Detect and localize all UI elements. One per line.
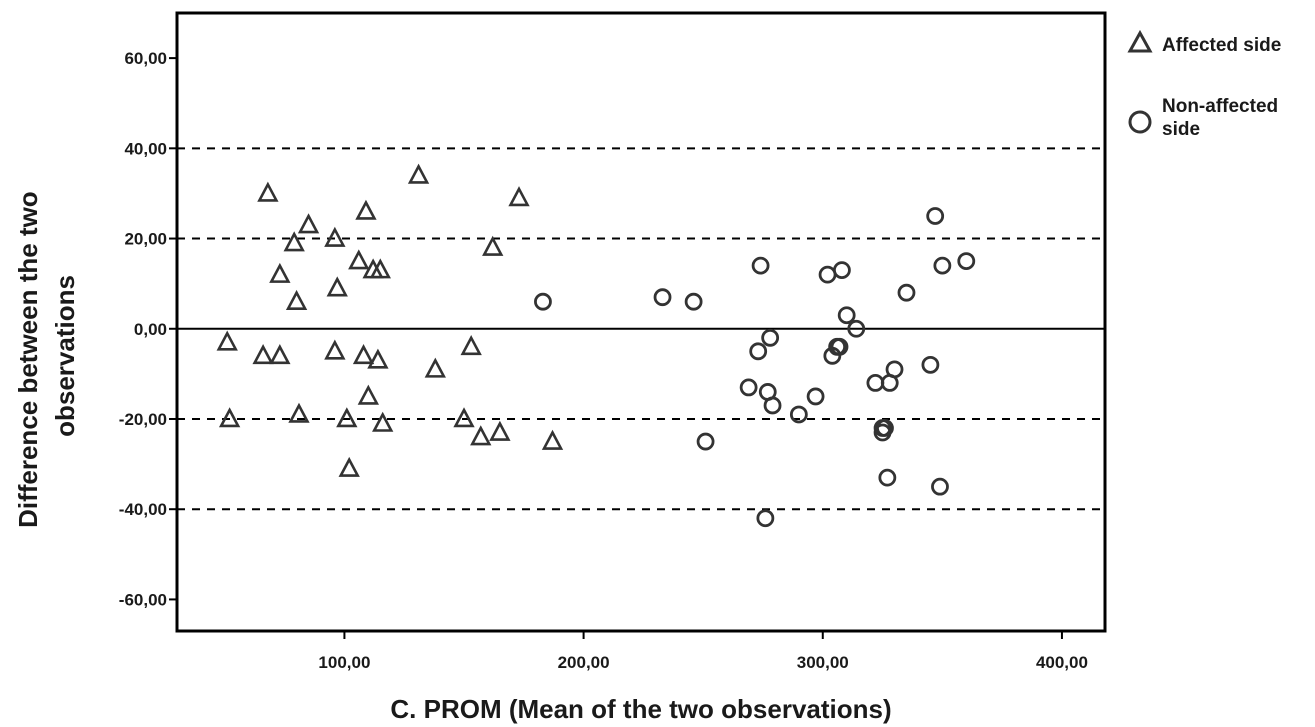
non-affected-side-point bbox=[763, 396, 782, 415]
affected-side-point bbox=[348, 249, 370, 270]
affected-side-point bbox=[453, 407, 475, 428]
non-affected-side-point bbox=[534, 292, 552, 311]
affected-side-point bbox=[541, 429, 564, 450]
non-affected-side-point bbox=[761, 328, 780, 347]
legend-label-non-affected: Non-affected side bbox=[1162, 96, 1283, 140]
non-affected-side-point bbox=[933, 256, 952, 275]
affected-side-point bbox=[257, 181, 279, 202]
affected-side-point bbox=[288, 402, 310, 423]
affected-side-point bbox=[216, 330, 238, 351]
non-affected-side-point bbox=[866, 373, 885, 392]
affected-side-point bbox=[355, 199, 377, 220]
affected-side-point bbox=[470, 425, 492, 446]
legend-item-non-affected: Non-affected side bbox=[1128, 96, 1283, 140]
y-axis-title: Difference between the two observations bbox=[13, 184, 80, 528]
affected-side-point bbox=[489, 420, 511, 441]
affected-side-point bbox=[508, 186, 530, 207]
y-tick-label: 40,00 bbox=[124, 139, 167, 158]
non-affected-side-point bbox=[756, 509, 775, 528]
affected-side-point bbox=[460, 335, 482, 356]
affected-side-point bbox=[336, 407, 358, 428]
affected-side-point bbox=[297, 213, 320, 234]
y-axis-title-line-2: observations bbox=[50, 275, 80, 437]
y-axis: 60,00 40,00 20,00 0,00 -20,00 -40,00 -60,00 bbox=[119, 49, 177, 609]
legend-item-affected: Affected side bbox=[1127, 29, 1281, 56]
non-affected-side-point bbox=[931, 477, 949, 496]
x-tick-label: 200,00 bbox=[558, 653, 610, 672]
affected-side-point bbox=[357, 384, 380, 405]
affected-side-point bbox=[218, 407, 241, 428]
non-affected-side-point bbox=[837, 306, 856, 325]
affected-side-point bbox=[352, 344, 375, 365]
non-affected-side-point bbox=[878, 468, 897, 487]
triangle-icon bbox=[1127, 29, 1153, 53]
affected-side-point bbox=[407, 163, 430, 184]
affected-side-point bbox=[269, 262, 291, 283]
non-affected-side-point bbox=[926, 207, 945, 225]
y-tick-label: -40,00 bbox=[119, 500, 167, 519]
non-affected-side-point bbox=[833, 261, 851, 280]
affected-side-point bbox=[324, 339, 346, 360]
affected-side-point bbox=[285, 289, 308, 311]
data-points bbox=[216, 163, 976, 528]
non-affected-side-point bbox=[921, 355, 940, 374]
legend: Affected side Non-affected side bbox=[1127, 29, 1283, 140]
x-axis-title: C. PROM (Mean of the two observations) bbox=[390, 694, 891, 724]
affected-side-point bbox=[326, 276, 348, 297]
non-affected-side-point bbox=[885, 360, 904, 379]
x-tick-label: 100,00 bbox=[318, 653, 370, 672]
non-affected-side-point bbox=[696, 432, 715, 451]
affected-side-point bbox=[283, 231, 305, 252]
affected-side-point bbox=[324, 226, 346, 247]
affected-side-point bbox=[482, 235, 504, 256]
y-tick-label: 20,00 bbox=[124, 230, 167, 249]
reference-lines bbox=[177, 147, 1105, 511]
x-axis: 100,00 200,00 300,00 400,00 bbox=[318, 631, 1088, 672]
y-tick-label: 0,00 bbox=[134, 320, 167, 339]
non-affected-side-point bbox=[847, 319, 866, 338]
non-affected-side-point bbox=[789, 405, 808, 424]
non-affected-side-point bbox=[957, 252, 976, 271]
affected-side-point bbox=[424, 357, 446, 378]
affected-side-point bbox=[252, 344, 274, 365]
non-affected-side-point bbox=[684, 292, 703, 311]
x-tick-label: 400,00 bbox=[1036, 653, 1088, 672]
plot-frame bbox=[175, 11, 1107, 633]
affected-side-point bbox=[369, 258, 391, 279]
non-affected-side-point bbox=[818, 265, 837, 284]
y-tick-label: -20,00 bbox=[119, 410, 167, 429]
non-affected-side-point bbox=[751, 256, 770, 275]
affected-side-point bbox=[372, 411, 394, 432]
affected-side-point bbox=[269, 344, 291, 365]
y-axis-title-line-1: Difference between the two bbox=[13, 191, 43, 528]
non-affected-side-point bbox=[876, 419, 894, 437]
non-affected-side-point bbox=[830, 337, 849, 356]
y-tick-label: -60,00 bbox=[119, 590, 167, 609]
affected-side-point bbox=[338, 456, 360, 477]
legend-label-affected: Affected side bbox=[1162, 35, 1281, 56]
non-affected-side-point bbox=[749, 342, 768, 361]
non-affected-side-point bbox=[806, 387, 825, 406]
circle-icon bbox=[1128, 110, 1152, 134]
non-affected-side-point bbox=[897, 283, 916, 302]
non-affected-side-point bbox=[653, 288, 672, 307]
affected-side-point bbox=[367, 348, 389, 369]
y-tick-label: 60,00 bbox=[124, 49, 167, 68]
x-tick-label: 300,00 bbox=[797, 653, 849, 672]
non-affected-side-point bbox=[739, 378, 758, 397]
